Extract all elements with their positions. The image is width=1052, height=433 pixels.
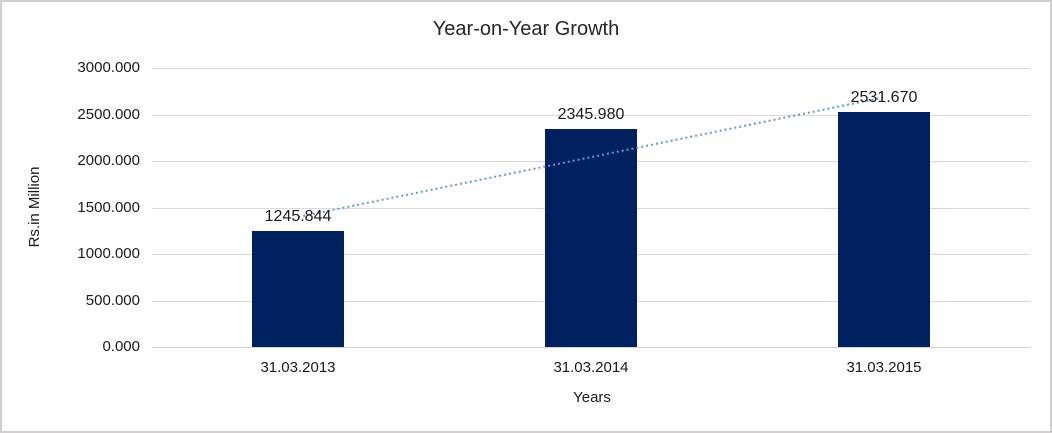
x-tick-label: 31.03.2013	[260, 359, 336, 376]
gridline	[152, 68, 1030, 69]
data-label: 2531.670	[850, 89, 918, 106]
x-axis-line	[152, 347, 1030, 348]
y-tick-label: 1500.000	[77, 199, 140, 216]
data-label: 1245.844	[264, 208, 332, 225]
y-tick-label: 2500.000	[77, 106, 140, 123]
y-tick-label: 500.000	[85, 292, 140, 309]
y-tick-label: 3000.000	[77, 59, 140, 76]
chart-title: Year-on-Year Growth	[432, 18, 620, 40]
y-tick-label: 2000.000	[77, 152, 140, 169]
data-label: 2345.980	[557, 106, 625, 123]
y-tick-label: 0.000	[102, 338, 140, 355]
x-tick-label: 31.03.2014	[553, 359, 629, 376]
bar	[838, 112, 930, 347]
x-tick-label: 31.03.2015	[846, 359, 922, 376]
y-tick-label: 1000.000	[77, 245, 140, 262]
bar	[252, 231, 344, 347]
x-axis-title: Years	[573, 389, 611, 406]
bar	[545, 129, 637, 347]
